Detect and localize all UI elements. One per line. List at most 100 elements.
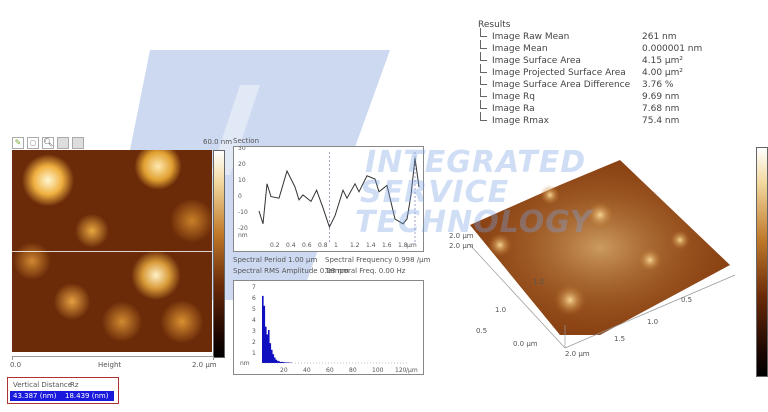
x-unit: µm bbox=[407, 242, 417, 249]
3d-axis-label: 0.5 bbox=[681, 296, 693, 304]
x-tick-label: 120 bbox=[395, 367, 407, 374]
rz-value: 18.439 (nm) bbox=[65, 392, 109, 400]
magnifier-icon[interactable]: 🔍︎ bbox=[42, 137, 54, 149]
y-tick-label: 30 bbox=[238, 147, 246, 152]
result-value: 75.4 nm bbox=[642, 116, 680, 126]
result-label: Image Rmax bbox=[492, 116, 549, 126]
scale-max: 60.0 nm bbox=[203, 138, 233, 146]
x-tick-label: 0.2 bbox=[270, 242, 280, 249]
result-label: Image Raw Mean bbox=[492, 32, 570, 42]
x-label: Height bbox=[98, 361, 122, 369]
x-tick-label: 1.2 bbox=[350, 242, 360, 249]
x-axis-line bbox=[12, 356, 214, 360]
tree-connector bbox=[480, 88, 487, 97]
result-row: Image Projected Surface Area 4.00 µm² bbox=[478, 64, 708, 80]
tree-connector bbox=[480, 64, 487, 73]
y-tick-label: 10 bbox=[238, 177, 246, 184]
y-tick-label: 6 bbox=[252, 295, 256, 302]
result-label: Image Projected Surface Area bbox=[492, 68, 626, 78]
spectrum-bar bbox=[275, 359, 278, 363]
3d-axis-label: 2.0 µm bbox=[565, 350, 590, 358]
x-tick-label: 40 bbox=[303, 367, 311, 374]
x-end: 2.0 µm bbox=[192, 361, 217, 369]
result-label: Image Mean bbox=[492, 44, 548, 54]
x-tick-label: 1 bbox=[334, 242, 338, 249]
3d-surface-view[interactable] bbox=[440, 150, 740, 365]
result-label: Image Ra bbox=[492, 104, 535, 114]
tree-connector bbox=[480, 112, 487, 121]
result-row: Image Rmax 75.4 nm bbox=[478, 112, 708, 128]
spectral-frequency: Spectral Frequency 0.998 /µm bbox=[325, 256, 431, 264]
section-line[interactable] bbox=[12, 251, 212, 252]
x-start: 0.0 bbox=[10, 361, 22, 369]
col-rz: Rz bbox=[70, 381, 79, 389]
spectrum-bar bbox=[281, 361, 284, 363]
3d-axis-label: 1.0 bbox=[495, 306, 507, 314]
spectrum-bar bbox=[270, 349, 273, 363]
y-tick-label: 4 bbox=[252, 317, 256, 324]
spectrum-bar bbox=[276, 360, 279, 363]
result-value: 4.00 µm² bbox=[642, 68, 684, 78]
y-tick-label: 3 bbox=[252, 328, 256, 335]
tree-connector bbox=[480, 76, 487, 85]
x-tick-label: 0.4 bbox=[286, 242, 296, 249]
height-color-bar bbox=[213, 150, 225, 358]
x-tick-label: 0.8 bbox=[318, 242, 328, 249]
y-tick-label: 20 bbox=[238, 161, 246, 168]
x-tick-label: 1.6 bbox=[382, 242, 392, 249]
y-tick-label: 7 bbox=[252, 284, 256, 291]
result-value: 7.68 nm bbox=[642, 104, 680, 114]
x-tick-label: 1.8 bbox=[398, 242, 408, 249]
y-tick-label: -20 bbox=[238, 225, 248, 232]
section-chart: 30 20 10 0 -10 -20 nm 0.2 0.4 0.6 0.8 1 1.2 1.4 1.6 1.8… bbox=[233, 145, 424, 252]
spectral-rms: Spectral RMS Amplitude 0.08 nm bbox=[233, 267, 349, 275]
y-tick-label: 1 bbox=[252, 350, 256, 357]
y-tick-label: -10 bbox=[238, 209, 248, 216]
y-tick-label: 2 bbox=[252, 339, 256, 346]
spectrum-bar bbox=[273, 357, 276, 363]
result-label: Image Rq bbox=[492, 92, 536, 102]
result-value: 9.69 nm bbox=[642, 92, 680, 102]
circle-icon[interactable]: ○ bbox=[27, 137, 39, 149]
3d-axis-label: 1.0 bbox=[647, 318, 659, 326]
spectrum-bar bbox=[272, 354, 275, 363]
x-tick-label: 80 bbox=[349, 367, 357, 374]
3d-axis-label: 2.0 µm bbox=[449, 232, 474, 240]
watermark-text: INTEGRATED SERVICE TECHNOLOGY bbox=[355, 145, 593, 240]
3d-axis-label: 0.5 bbox=[476, 327, 488, 335]
spectrum-bar bbox=[278, 361, 281, 363]
spectral-period: Spectral Period 1.00 µm bbox=[233, 256, 318, 264]
3d-axis-label: 1.5 bbox=[533, 278, 545, 286]
result-row: Image Raw Mean 261 nm bbox=[478, 28, 708, 44]
measurement-row[interactable]: 43.387 (nm) 18.439 (nm) bbox=[10, 391, 114, 401]
y-tick-label: 5 bbox=[252, 306, 256, 313]
grid-icon[interactable] bbox=[72, 137, 84, 149]
tree-connector bbox=[480, 100, 487, 109]
spectrum-bar bbox=[266, 334, 269, 363]
image-toolbar: ✎ ○ 🔍︎ bbox=[12, 137, 84, 149]
vertical-distance-value: 43.387 (nm) bbox=[13, 392, 57, 400]
spectrum-bar bbox=[262, 295, 264, 363]
3d-axis-label: 1.5 bbox=[614, 335, 626, 343]
result-row: Image Ra 7.68 nm bbox=[478, 100, 708, 116]
spectrum-chart: 7 6 5 4 3 2 1 nm 20 40 60 80 100 120/µm bbox=[233, 280, 424, 375]
result-row: Image Surface Area Difference 3.76 % bbox=[478, 76, 708, 92]
grid-icon[interactable] bbox=[57, 137, 69, 149]
result-row: Image Surface Area 4.15 µm² bbox=[478, 52, 708, 68]
result-row: Image Rq 9.69 nm bbox=[478, 88, 708, 104]
spectrum-bar bbox=[279, 361, 282, 363]
spectrum-bar bbox=[284, 362, 287, 363]
spectrum-svg: 7 6 5 4 3 2 1nm 20 40 60 80 100 120/µm bbox=[240, 284, 418, 374]
result-label: Image Surface Area bbox=[492, 56, 581, 66]
3d-color-bar bbox=[756, 147, 768, 377]
pencil-icon[interactable]: ✎ bbox=[12, 137, 24, 149]
y-unit: nm bbox=[240, 360, 250, 367]
result-value: 0.000001 nm bbox=[642, 44, 703, 54]
x-tick-label: 100 bbox=[372, 367, 384, 374]
tree-connector bbox=[480, 28, 487, 37]
tree-connector bbox=[480, 52, 487, 61]
x-tick-label: 0.6 bbox=[302, 242, 312, 249]
spectrum-bar bbox=[287, 362, 290, 363]
3d-axis-label: 2.0 µm bbox=[449, 242, 474, 250]
